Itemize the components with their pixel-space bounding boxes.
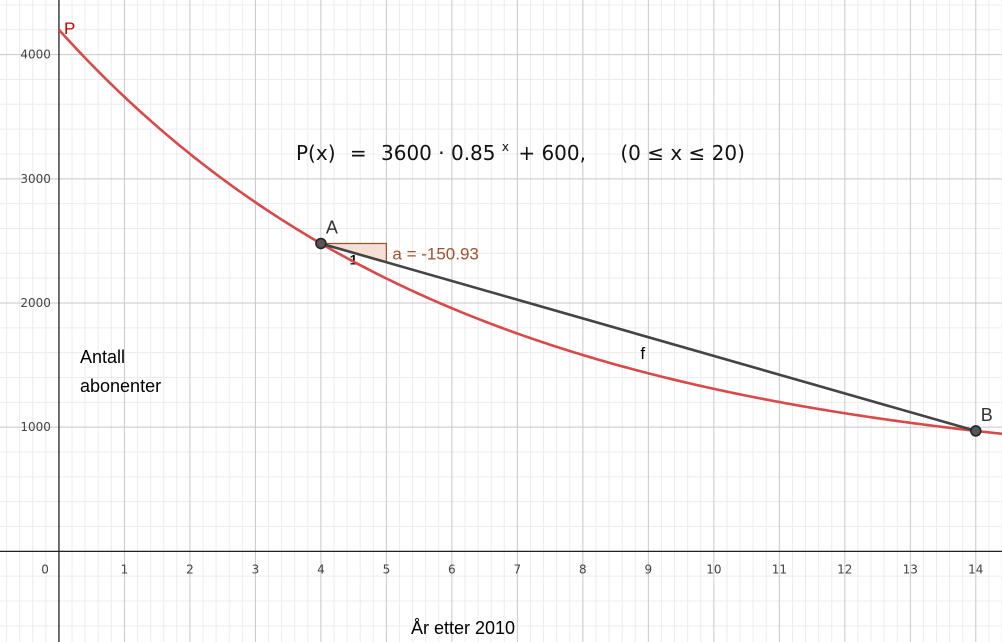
x-tick-label: 14 xyxy=(968,562,983,576)
point-b[interactable] xyxy=(970,425,982,437)
x-tick-label: 12 xyxy=(837,562,852,576)
y-axis-title-line-2: abonenter xyxy=(80,376,161,396)
y-tick-label: 2000 xyxy=(20,296,51,310)
point-b-label: B xyxy=(981,405,993,425)
x-tick-label: 5 xyxy=(383,562,391,576)
x-tick-label: 1 xyxy=(121,562,129,576)
series-f-label: f xyxy=(640,344,645,363)
series-p-curve xyxy=(57,28,1002,436)
point-a-label: A xyxy=(326,217,338,237)
formula-eq: = xyxy=(350,141,367,165)
x-tick-label: 4 xyxy=(317,562,325,576)
point-a[interactable] xyxy=(315,237,327,250)
x-tick-label: 7 xyxy=(514,562,522,576)
slope-label: a = -150.93 xyxy=(392,244,479,263)
x-tick-label: 0 xyxy=(41,562,49,576)
slope-run-label: 1 xyxy=(350,251,358,267)
y-tick-label: 4000 xyxy=(20,48,51,62)
formula-domain: (0 ≤ x ≤ 20) xyxy=(620,141,745,165)
y-tick-label: 1000 xyxy=(20,420,51,434)
x-tick-label: 3 xyxy=(252,562,260,576)
formula-lhs: P(x) xyxy=(296,141,336,165)
formula-body: 3600 · 0.85 xyxy=(381,141,496,165)
y-axis-title-line-1: Antall xyxy=(80,347,125,367)
function-formula: P(x) = 3600 · 0.85 x + 600, (0 ≤ x ≤ 20) xyxy=(296,132,745,165)
series-p-label: P xyxy=(64,19,75,38)
series-f-line xyxy=(320,242,977,433)
x-tick-label: 2 xyxy=(186,562,194,576)
x-tick-label: 13 xyxy=(903,562,918,576)
y-tick-label: 3000 xyxy=(20,172,51,186)
x-tick-label: 8 xyxy=(579,562,587,576)
x-axis-title: År etter 2010 xyxy=(411,618,515,638)
formula-tail: + 600, xyxy=(518,141,586,165)
x-tick-label: 11 xyxy=(772,562,787,576)
y-tick-labels: 1000 2000 3000 4000 xyxy=(20,48,51,435)
x-tick-labels: 0 1 2 3 4 5 6 7 8 9 10 11 12 13 14 xyxy=(41,562,983,576)
x-tick-label: 9 xyxy=(645,562,653,576)
x-tick-label: 10 xyxy=(706,562,721,576)
x-tick-label: 6 xyxy=(448,562,456,576)
formula-exponent: x xyxy=(502,140,509,154)
